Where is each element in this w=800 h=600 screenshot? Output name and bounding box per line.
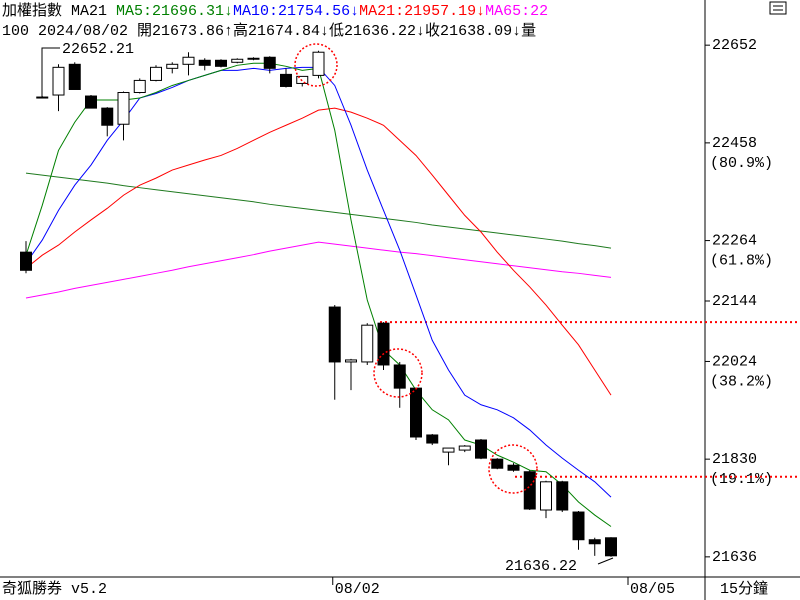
candle-body [166,63,179,69]
header-item: MA5:21696.31↓ [116,3,233,20]
candle-body [491,458,504,469]
low-leader [597,557,614,565]
candle-body [588,539,601,545]
window-button[interactable] [769,1,787,15]
y-tick-label: 22264 [712,233,757,250]
candle-body [312,51,325,76]
period-label: 15分鐘 [720,580,768,598]
y-tick-label: 22144 [712,293,757,310]
candle-body [215,59,227,67]
candle-body [247,57,260,60]
candle-body [475,439,487,459]
retracement-label: (61.8%) [710,253,773,270]
header-item: 加權指數 MA21 [2,2,116,20]
highlight-circle [294,43,338,87]
candle-body [458,445,471,451]
plot: 22652 22458 22264 22144 22024 21830 21636 (80.9… [20,37,800,598]
footer-label: 奇狐勝券 v5.2 [2,580,107,598]
candle-body [36,96,49,99]
candle-body [605,537,617,557]
y-tick-label: 22652 [712,37,757,54]
y-tick-label: 21830 [712,451,757,468]
candle-body [20,251,32,271]
retracement-label: (80.9%) [710,155,773,172]
candle-body [150,66,162,81]
candle-body [393,364,406,389]
candle-body [85,95,97,109]
x-tick-label: 08/02 [335,581,380,598]
candle-body [572,511,585,541]
highlight-circle [373,348,423,398]
candle-body [198,59,211,66]
candle-body [556,481,569,511]
y-tick-label: 22024 [712,353,757,370]
y-tick-label: 22458 [712,135,757,152]
ma-line [25,172,612,249]
ma-line [25,107,612,396]
header: 加權指數 MA21 MA5:21696.31↓MA10:21754.56↓MA2… [2,2,548,40]
highlight-circle [488,444,538,494]
candle-body [540,481,552,511]
y-tick-label: 21636 [712,549,757,566]
candle-body [68,63,81,90]
candle-body [133,79,146,94]
candle-body [182,56,195,65]
x-tick-label: 08/05 [630,581,675,598]
header-item: MA21:21957.19↓ [359,3,485,20]
candle-body [507,464,520,471]
candle-body [52,66,65,96]
candle-body [280,73,292,87]
candle-body [345,359,357,363]
ma-line [25,241,612,299]
low-label: 21636.22 [505,558,577,575]
candle-body [426,434,439,444]
header-item: MA65:22 [485,3,548,20]
candle-body [117,92,130,125]
header-item: MA10:21754.56↓ [233,3,359,20]
candle-body [523,471,536,510]
retracement-label: (38.2%) [710,373,773,390]
candle-body [410,387,422,438]
candle-body [263,56,276,69]
retracement-label: (19.1%) [710,471,773,488]
candle-body [377,322,390,366]
candle-body [442,447,455,453]
candle-body [231,58,244,63]
high-leader [41,47,60,98]
high-label: 22652.21 [62,41,134,58]
header-row: 加權指數 MA21 MA5:21696.31↓MA10:21754.56↓MA2… [2,2,548,20]
candle-body [328,306,341,363]
candle-body [101,107,114,126]
info-row: 100 2024/08/02 開21673.86↑高21674.84↓低2163… [2,22,536,40]
candle-body [361,324,374,363]
